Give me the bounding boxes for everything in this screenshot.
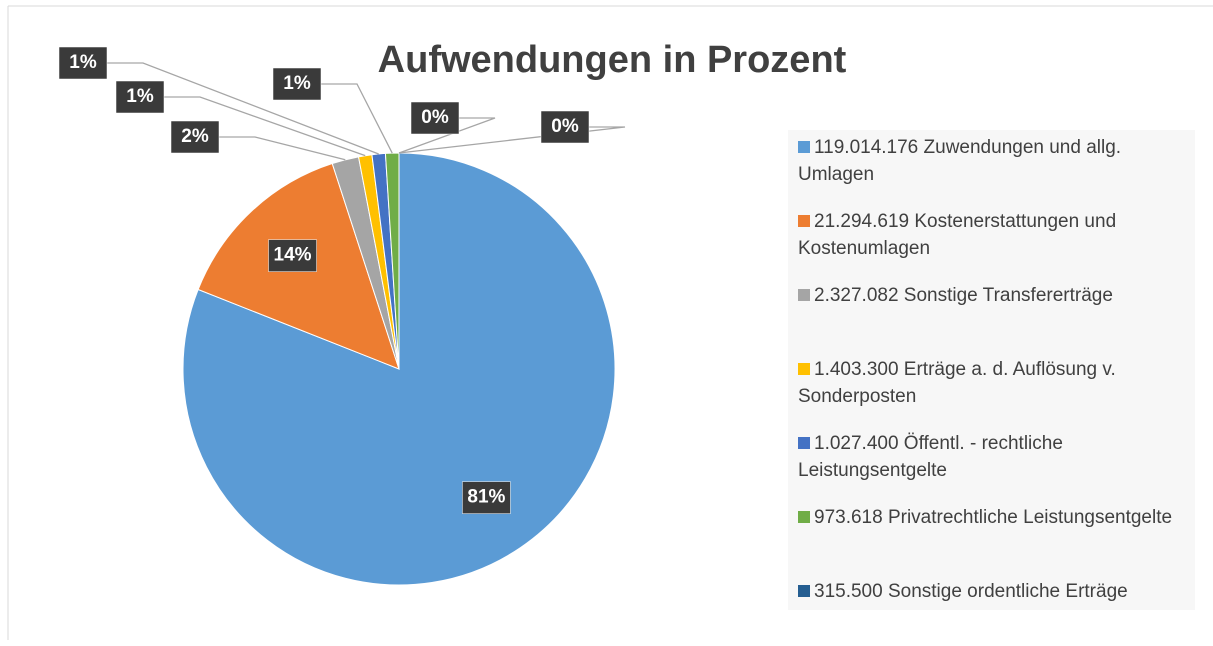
data-label: 0% <box>551 116 579 137</box>
data-label: 0% <box>421 107 449 128</box>
label-box <box>58 46 108 80</box>
label-box <box>540 110 590 144</box>
legend: 119.014.176 Zuwendungen und allg. Umlage… <box>788 130 1195 610</box>
label-box <box>410 101 460 135</box>
legend-swatch <box>798 215 810 227</box>
legend-swatch <box>798 289 810 301</box>
data-label: 1% <box>126 86 154 107</box>
legend-entry: 1.027.400 Öffentl. - rechtliche Leistung… <box>798 430 1188 484</box>
legend-swatch <box>798 437 810 449</box>
data-label: 1% <box>69 52 97 73</box>
legend-entry: 973.618 Privatrechtliche Leistungsentgel… <box>798 504 1188 531</box>
legend-label: 1.403.300 Erträge a. d. Auflösung v. Son… <box>798 359 1116 407</box>
legend-label: 1.027.400 Öffentl. - rechtliche Leistung… <box>798 433 1063 481</box>
legend-label: 315.500 Sonstige ordentliche Erträge <box>814 581 1128 602</box>
legend-label: 119.014.176 Zuwendungen und allg. Umlage… <box>798 137 1122 185</box>
leader-line <box>398 126 626 154</box>
legend-label: 2.327.082 Sonstige Transfererträge <box>814 285 1113 306</box>
legend-entry: 2.327.082 Sonstige Transfererträge <box>798 282 1188 309</box>
leader-line <box>398 117 496 154</box>
legend-swatch <box>798 585 810 597</box>
leader-line <box>107 62 379 155</box>
label-box <box>462 481 511 514</box>
legend-entry: 119.014.176 Zuwendungen und allg. Umlage… <box>798 134 1188 188</box>
legend-swatch <box>798 511 810 523</box>
data-label: 1% <box>283 73 311 94</box>
label-box <box>272 67 322 101</box>
chart-title: Aufwendungen in Prozent <box>378 39 847 81</box>
label-box <box>170 120 220 154</box>
legend-entry: 315.500 Sonstige ordentliche Erträge <box>798 578 1188 605</box>
legend-entry: 21.294.619 Kostenerstattungen und Kosten… <box>798 208 1188 262</box>
label-box <box>115 80 165 114</box>
label-box <box>268 239 317 272</box>
legend-label: 973.618 Privatrechtliche Leistungsentgel… <box>814 507 1173 528</box>
data-label: 14% <box>274 245 312 266</box>
leader-line <box>164 96 366 157</box>
legend-entry: 1.403.300 Erträge a. d. Auflösung v. Son… <box>798 356 1188 410</box>
legend-swatch <box>798 141 810 153</box>
legend-swatch <box>798 363 810 375</box>
legend-label: 21.294.619 Kostenerstattungen und Kosten… <box>798 211 1117 259</box>
data-label: 2% <box>181 126 209 147</box>
leader-line <box>321 83 393 154</box>
data-label: 81% <box>467 487 505 508</box>
leader-line <box>219 136 346 161</box>
